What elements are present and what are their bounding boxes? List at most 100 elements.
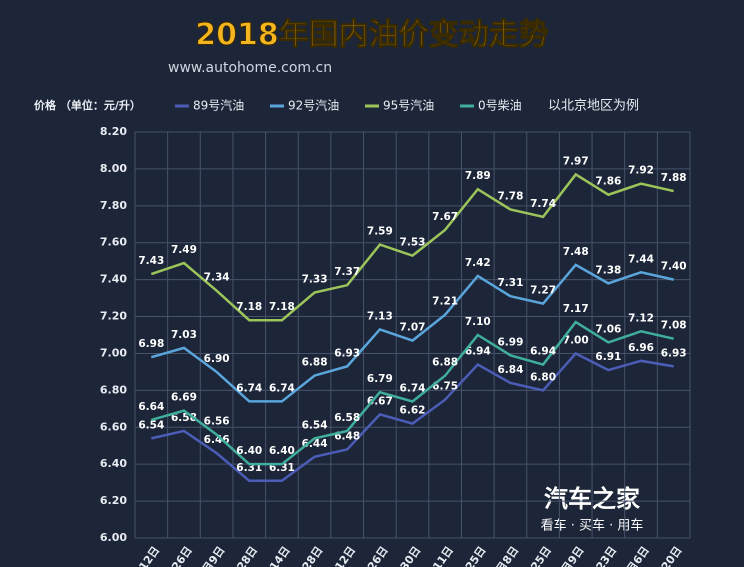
data-label: 7.34 <box>204 272 230 284</box>
series-line <box>150 263 674 403</box>
y-tick-label: 6.60 <box>100 420 127 433</box>
note: 以北京地区为例 <box>548 99 639 114</box>
data-label: 6.62 <box>400 405 426 417</box>
legend-label: 89号汽油 <box>193 98 244 113</box>
data-label: 6.58 <box>334 412 360 424</box>
x-tick-label: 10月6日 <box>616 544 652 567</box>
data-label: 6.46 <box>204 434 230 446</box>
data-label: 7.89 <box>465 170 491 182</box>
data-label: 7.53 <box>400 237 426 249</box>
series-line <box>151 351 674 483</box>
data-label: 6.93 <box>661 347 687 359</box>
data-label: 7.13 <box>367 310 393 322</box>
data-label: 7.12 <box>628 312 654 324</box>
y-tick-label: 7.80 <box>100 199 127 212</box>
data-label: 6.44 <box>302 438 328 450</box>
x-tick-label: 8月25日 <box>518 544 554 567</box>
data-label: 6.54 <box>302 419 328 431</box>
y-tick-label: 6.20 <box>100 494 127 507</box>
series-line <box>150 172 674 322</box>
x-tick-label: 9月23日 <box>583 544 619 567</box>
data-label: 6.91 <box>595 351 621 363</box>
x-tick-label: 3月28日 <box>224 544 260 567</box>
data-label: 7.92 <box>628 165 654 177</box>
data-label: 7.43 <box>138 255 164 267</box>
data-label: 7.42 <box>465 257 491 269</box>
data-label: 6.74 <box>269 382 295 394</box>
y-axis-label: 价格 （单位：元/升） <box>34 98 141 112</box>
data-label: 6.93 <box>334 347 360 359</box>
data-label: 7.40 <box>661 261 687 273</box>
data-label: 6.40 <box>269 445 295 457</box>
data-label: 7.67 <box>432 211 458 223</box>
series-line <box>150 320 674 466</box>
legend-label: 92号汽油 <box>288 98 339 113</box>
data-label: 6.75 <box>432 381 458 393</box>
x-tick-label: 5月26日 <box>354 544 390 567</box>
data-label: 7.06 <box>595 323 621 335</box>
data-label: 6.96 <box>628 342 654 354</box>
data-label: 6.56 <box>204 416 230 428</box>
data-label: 6.64 <box>138 401 164 413</box>
x-tick-label: 6月30日 <box>387 544 423 567</box>
data-label: 6.79 <box>367 373 393 385</box>
data-label: 7.78 <box>497 191 523 203</box>
data-label: 7.10 <box>465 316 491 328</box>
data-label: 6.88 <box>302 357 328 369</box>
x-tick-label: 1月12日 <box>126 544 162 567</box>
data-label: 7.27 <box>530 285 556 297</box>
chart-title: 2018年国内油价变动走势 <box>195 18 549 53</box>
y-tick-label: 7.20 <box>100 310 127 323</box>
data-label: 6.99 <box>497 336 523 348</box>
data-label: 6.94 <box>530 346 556 358</box>
x-tick-label: 4月14日 <box>256 544 292 567</box>
data-label: 7.37 <box>334 266 360 278</box>
y-tick-label: 7.40 <box>100 273 127 286</box>
y-tick-label: 7.00 <box>100 346 127 359</box>
data-label: 7.44 <box>628 253 654 265</box>
data-label: 6.98 <box>138 338 164 350</box>
x-tick-label: 7月11日 <box>420 544 456 567</box>
y-tick-label: 7.60 <box>100 236 127 249</box>
data-label: 7.08 <box>661 320 687 332</box>
data-label: 7.18 <box>236 301 262 313</box>
y-tick-label: 6.80 <box>100 383 127 396</box>
data-label: 7.48 <box>563 246 589 258</box>
y-tick-label: 6.00 <box>100 531 127 544</box>
data-label: 6.94 <box>465 346 491 358</box>
data-label: 7.59 <box>367 226 393 238</box>
data-label: 6.84 <box>497 364 523 376</box>
data-label: 7.03 <box>171 329 197 341</box>
legend-label: 95号汽油 <box>383 98 434 113</box>
data-label: 7.31 <box>497 277 523 289</box>
legend-label: 0号柴油 <box>478 99 522 113</box>
x-tick-label: 8月8日 <box>489 544 521 567</box>
y-tick-label: 8.00 <box>100 162 127 175</box>
data-label: 6.69 <box>171 392 197 404</box>
data-label: 7.18 <box>269 301 295 313</box>
x-tick-label: 9月9日 <box>555 544 587 567</box>
data-label: 6.88 <box>432 357 458 369</box>
data-label: 7.07 <box>400 322 426 334</box>
data-label: 7.97 <box>563 155 589 167</box>
data-label: 6.54 <box>138 419 164 431</box>
chart-subtitle: www.autohome.com.cn <box>168 60 332 76</box>
data-label: 6.80 <box>530 371 556 383</box>
data-label: 6.90 <box>204 353 230 365</box>
data-label: 7.38 <box>595 264 621 276</box>
data-label: 6.40 <box>236 445 262 457</box>
x-tick-label: 10月20日 <box>644 544 685 567</box>
data-label: 7.88 <box>661 172 687 184</box>
data-label: 7.21 <box>432 296 458 308</box>
y-tick-label: 6.40 <box>100 457 127 470</box>
x-tick-label: 5月12日 <box>322 544 358 567</box>
x-tick-label: 2月9日 <box>195 544 227 567</box>
data-label: 7.33 <box>302 274 328 286</box>
data-label: 6.74 <box>236 382 262 394</box>
data-label: 6.74 <box>400 382 426 394</box>
x-tick-label: 4月28日 <box>289 544 325 567</box>
data-label: 7.00 <box>563 334 589 346</box>
data-label: 7.74 <box>530 198 556 210</box>
data-label: 7.49 <box>171 244 197 256</box>
